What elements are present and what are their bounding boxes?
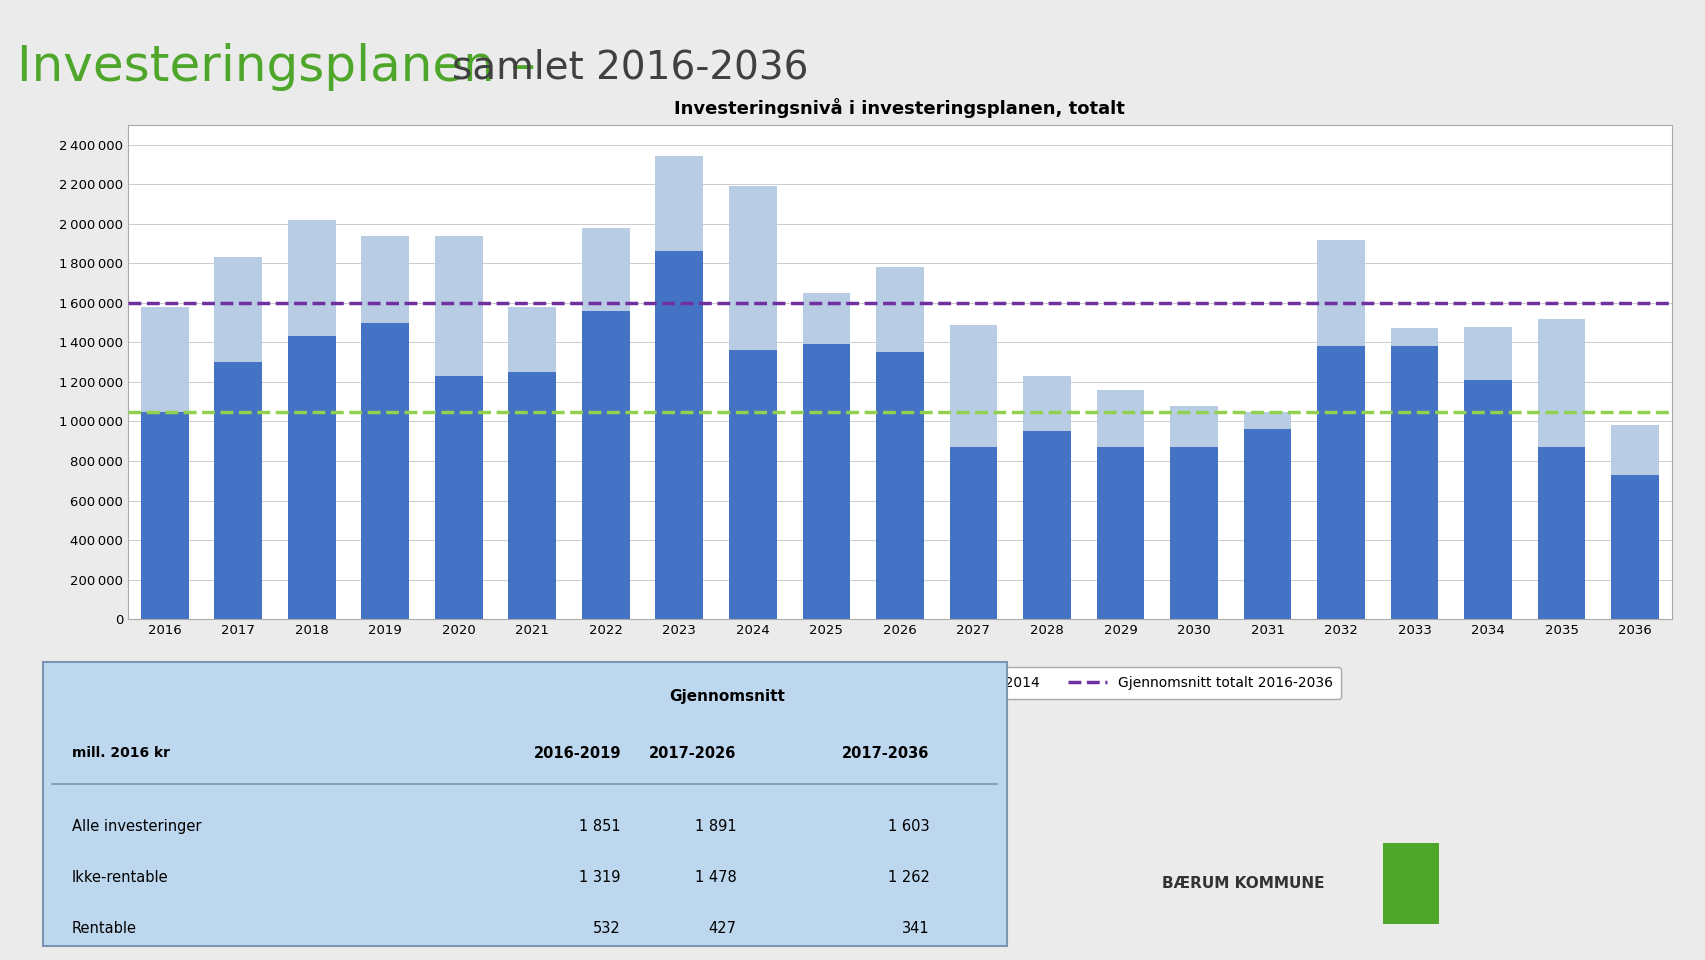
- Text: 1 478: 1 478: [694, 870, 737, 885]
- Bar: [508, 372, 556, 619]
- Bar: [1463, 326, 1511, 380]
- Text: mill. 2016 kr: mill. 2016 kr: [72, 746, 169, 760]
- Bar: [728, 186, 776, 350]
- Text: Alle investeringer: Alle investeringer: [72, 819, 201, 834]
- Text: 1 851: 1 851: [580, 819, 621, 834]
- FancyBboxPatch shape: [43, 662, 1006, 946]
- Bar: [288, 336, 336, 619]
- Bar: [655, 156, 702, 252]
- Bar: [1536, 319, 1584, 447]
- Text: 1 891: 1 891: [694, 819, 737, 834]
- Bar: [655, 252, 702, 619]
- Bar: [950, 324, 997, 447]
- FancyBboxPatch shape: [1381, 843, 1437, 924]
- Text: 427: 427: [708, 921, 737, 936]
- Bar: [801, 345, 849, 619]
- Bar: [215, 257, 263, 362]
- Bar: [1536, 447, 1584, 619]
- Text: 1 603: 1 603: [887, 819, 929, 834]
- Bar: [581, 228, 629, 311]
- Bar: [1170, 447, 1217, 619]
- Bar: [581, 311, 629, 619]
- Bar: [215, 362, 263, 619]
- Text: 532: 532: [593, 921, 621, 936]
- Text: 1 262: 1 262: [887, 870, 929, 885]
- Bar: [1170, 406, 1217, 447]
- Bar: [728, 350, 776, 619]
- Bar: [1390, 328, 1437, 347]
- Bar: [142, 412, 189, 619]
- Legend: Ikke-rentable, Rentable, Gjennomsnitt totalt 2005-2014, Gjennomsnitt totalt 2016: Ikke-rentable, Rentable, Gjennomsnitt to…: [459, 667, 1340, 699]
- Bar: [1610, 475, 1657, 619]
- Bar: [1096, 390, 1144, 447]
- Bar: [361, 323, 409, 619]
- Text: BÆRUM KOMMUNE: BÆRUM KOMMUNE: [1161, 876, 1325, 891]
- Bar: [435, 376, 483, 619]
- Bar: [801, 293, 849, 345]
- Bar: [508, 307, 556, 372]
- Text: 2017-2026: 2017-2026: [650, 746, 737, 760]
- Text: 1 319: 1 319: [580, 870, 621, 885]
- Bar: [1316, 239, 1364, 347]
- Bar: [1023, 431, 1071, 619]
- Text: Rentable: Rentable: [72, 921, 136, 936]
- Title: Investeringsnivå i investeringsplanen, totalt: Investeringsnivå i investeringsplanen, t…: [673, 98, 1125, 118]
- Bar: [1390, 347, 1437, 619]
- Text: Gjennomsnitt: Gjennomsnitt: [668, 689, 784, 704]
- Text: samlet 2016-2036: samlet 2016-2036: [452, 48, 808, 86]
- Text: 2017-2036: 2017-2036: [842, 746, 929, 760]
- Bar: [288, 220, 336, 336]
- Bar: [875, 352, 924, 619]
- Bar: [875, 267, 924, 352]
- Bar: [361, 235, 409, 323]
- Text: Ikke-rentable: Ikke-rentable: [72, 870, 169, 885]
- Bar: [1610, 425, 1657, 475]
- Bar: [1316, 347, 1364, 619]
- Bar: [435, 235, 483, 376]
- Text: 2016-2019: 2016-2019: [534, 746, 621, 760]
- Bar: [950, 447, 997, 619]
- Bar: [1243, 429, 1291, 619]
- Bar: [1023, 376, 1071, 431]
- Text: Investeringsplanen –: Investeringsplanen –: [17, 43, 535, 91]
- Bar: [1463, 380, 1511, 619]
- Bar: [1096, 447, 1144, 619]
- Text: 341: 341: [902, 921, 929, 936]
- Bar: [142, 307, 189, 412]
- Bar: [1243, 412, 1291, 429]
